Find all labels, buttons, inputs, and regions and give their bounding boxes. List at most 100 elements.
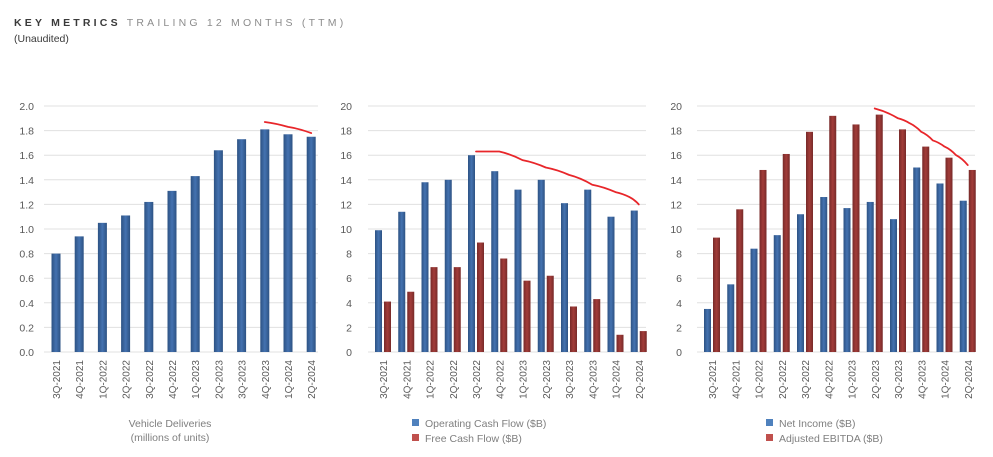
- y-tick-label: 0.2: [19, 322, 34, 334]
- x-tick-label: 4Q-2023: [588, 360, 599, 399]
- y-tick-label: 10: [340, 224, 352, 236]
- bar-series1: [843, 208, 851, 352]
- y-tick-label: 12: [340, 199, 352, 211]
- x-tick-label: 3Q-2022: [472, 360, 483, 399]
- x-tick-label: 1Q-2023: [848, 360, 859, 399]
- y-tick-label: 1.8: [19, 126, 34, 138]
- bar-series1: [468, 155, 475, 352]
- bar-series1: [773, 235, 781, 352]
- bar-series1: [727, 284, 735, 352]
- bar-series1: [491, 171, 499, 352]
- bar-series2: [736, 209, 744, 352]
- bar-series1: [936, 183, 944, 352]
- bar-series1: [375, 230, 382, 352]
- x-tick-label: 1Q-2023: [519, 360, 530, 399]
- y-tick-label: 20: [670, 101, 682, 113]
- y-tick-label: 2.0: [19, 101, 34, 113]
- bar-series1: [444, 179, 452, 352]
- y-tick-label: 16: [340, 150, 352, 162]
- bar-series2: [852, 124, 860, 352]
- bar-series1: [890, 219, 897, 352]
- bar-series1: [630, 210, 638, 352]
- x-tick-label: 1Q-2022: [98, 360, 109, 399]
- bar-series1: [913, 167, 921, 352]
- title-key-metrics: KEY METRICS: [14, 17, 121, 29]
- x-tick-label: 3Q-2021: [52, 360, 63, 399]
- bar-series1: [398, 211, 406, 352]
- x-tick-label: 3Q-2021: [379, 360, 390, 399]
- x-tick-label: 3Q-2021: [708, 360, 719, 399]
- bar-series1: [421, 182, 429, 352]
- bar-series1: [607, 216, 615, 352]
- bar-series1: [237, 139, 247, 352]
- y-tick-label: 20: [340, 101, 352, 113]
- bar-series1: [190, 176, 200, 352]
- y-tick-label: 8: [676, 249, 682, 261]
- y-tick-label: 18: [670, 126, 682, 138]
- legend-label: Adjusted EBITDA ($B): [779, 433, 883, 445]
- x-tick-label: 3Q-2022: [145, 360, 156, 399]
- y-tick-label: 0: [346, 347, 352, 359]
- x-tick-label: 2Q-2022: [122, 360, 133, 399]
- x-tick-label: 2Q-2023: [214, 360, 225, 399]
- bar-series2: [806, 131, 813, 352]
- bar-series1: [959, 200, 967, 352]
- y-tick-label: 1.6: [19, 150, 34, 162]
- legend-label: Operating Cash Flow ($B): [425, 418, 546, 430]
- y-tick-label: 2: [676, 322, 682, 334]
- bar-series2: [922, 146, 930, 352]
- bar-series2: [782, 153, 790, 352]
- bar-series1: [213, 150, 223, 352]
- x-tick-label: 1Q-2024: [284, 360, 295, 399]
- title-ttm: TRAILING 12 MONTHS (TTM): [126, 17, 347, 29]
- bar-series1: [74, 236, 84, 352]
- bar-series1: [797, 214, 804, 352]
- bar-series2: [713, 237, 720, 352]
- x-tick-label: 1Q-2022: [755, 360, 766, 399]
- trend-line-annotation: [263, 121, 313, 134]
- bar-series2: [759, 169, 767, 352]
- x-tick-label: 2Q-2022: [778, 360, 789, 399]
- chart-caption: Vehicle Deliveries: [129, 418, 212, 430]
- y-tick-label: 14: [340, 175, 352, 187]
- y-tick-label: 6: [676, 273, 682, 285]
- x-tick-label: 2Q-2024: [964, 360, 975, 399]
- bar-series2: [407, 291, 415, 352]
- x-tick-label: 2Q-2023: [542, 360, 553, 399]
- x-tick-label: 4Q-2023: [261, 360, 272, 399]
- y-tick-label: 0.4: [19, 298, 34, 310]
- bar-series1: [704, 308, 711, 352]
- x-tick-label: 1Q-2024: [941, 360, 952, 399]
- bar-series1: [866, 201, 874, 352]
- page-title: KEY METRICS TRAILING 12 MONTHS (TTM): [14, 17, 346, 29]
- bar-series2: [384, 301, 391, 352]
- legend-swatch-blue: [766, 419, 773, 426]
- bar-series2: [523, 280, 531, 352]
- bar-series2: [899, 129, 906, 352]
- y-tick-label: 2: [346, 322, 352, 334]
- x-tick-label: 3Q-2022: [801, 360, 812, 399]
- bar-series2: [616, 334, 624, 352]
- x-tick-label: 2Q-2022: [449, 360, 460, 399]
- y-tick-label: 0.6: [19, 273, 34, 285]
- y-tick-label: 18: [340, 126, 352, 138]
- bar-series2: [875, 114, 883, 352]
- legend-swatch-red: [412, 434, 419, 441]
- x-tick-label: 4Q-2022: [495, 360, 506, 399]
- x-tick-label: 4Q-2022: [168, 360, 179, 399]
- y-tick-label: 14: [670, 175, 682, 187]
- y-tick-label: 8: [346, 249, 352, 261]
- x-tick-label: 2Q-2024: [635, 360, 646, 399]
- bar-series2: [639, 331, 647, 352]
- x-tick-label: 4Q-2022: [824, 360, 835, 399]
- bar-series2: [477, 242, 484, 352]
- y-tick-label: 6: [346, 273, 352, 285]
- x-tick-label: 1Q-2024: [612, 360, 623, 399]
- bar-series1: [97, 222, 107, 352]
- legend-label: Net Income ($B): [779, 418, 855, 430]
- x-tick-label: 3Q-2023: [238, 360, 249, 399]
- bar-series1: [306, 136, 316, 352]
- legend-label: Free Cash Flow ($B): [425, 433, 522, 445]
